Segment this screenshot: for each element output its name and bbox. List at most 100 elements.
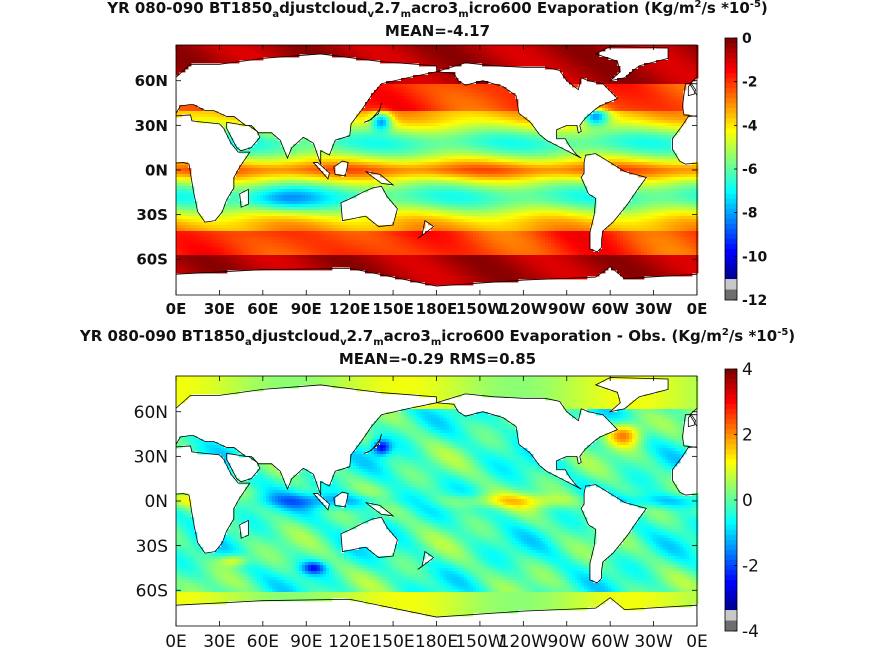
- field-cell: [488, 99, 492, 103]
- field-cell: [287, 45, 291, 49]
- field-cell: [659, 180, 663, 184]
- field-cell: [299, 144, 303, 148]
- field-cell: [434, 90, 438, 94]
- field-cell: [488, 162, 492, 166]
- field-cell: [656, 111, 660, 115]
- field-cell: [347, 174, 351, 178]
- field-cell: [317, 48, 321, 52]
- field-cell: [392, 132, 396, 136]
- field-cell: [542, 171, 546, 175]
- field-cell: [653, 171, 657, 175]
- field-cell: [500, 171, 504, 175]
- field-cell: [614, 72, 618, 76]
- field-cell: [602, 63, 606, 67]
- field-cell: [350, 153, 354, 157]
- field-cell: [425, 174, 429, 178]
- field-cell: [389, 165, 393, 169]
- field-cell: [365, 48, 369, 52]
- field-cell: [689, 54, 693, 58]
- field-cell: [455, 84, 459, 88]
- field-cell: [569, 60, 573, 64]
- field-cell: [440, 153, 444, 157]
- field-cell: [341, 153, 345, 157]
- field-cell: [389, 84, 393, 88]
- field-cell: [362, 135, 366, 139]
- field-cell: [671, 174, 675, 178]
- field-cell: [395, 57, 399, 61]
- field-cell: [377, 93, 381, 97]
- field-cell: [293, 165, 297, 169]
- field-cell: [479, 99, 483, 103]
- field-cell: [683, 72, 687, 76]
- field-cell: [617, 93, 621, 97]
- field-cell: [188, 177, 192, 181]
- field-cell: [428, 60, 432, 64]
- field-cell: [305, 180, 309, 184]
- field-cell: [623, 99, 627, 103]
- field-cell: [611, 156, 615, 160]
- field-cell: [455, 60, 459, 64]
- field-cell: [377, 87, 381, 91]
- field-cell: [626, 81, 630, 85]
- field-cell: [464, 129, 468, 133]
- field-cell: [566, 72, 570, 76]
- field-cell: [659, 75, 663, 79]
- field-cell: [362, 168, 366, 172]
- field-cell: [479, 168, 483, 172]
- field-cell: [494, 132, 498, 136]
- field-cell: [635, 165, 639, 169]
- field-cell: [455, 180, 459, 184]
- field-cell: [446, 174, 450, 178]
- field-cell: [425, 75, 429, 79]
- field-cell: [563, 54, 567, 58]
- field-cell: [671, 150, 675, 154]
- field-cell: [452, 114, 456, 118]
- field-cell: [656, 81, 660, 85]
- field-cell: [230, 51, 234, 55]
- field-cell: [494, 84, 498, 88]
- field-cell: [572, 156, 576, 160]
- field-cell: [245, 57, 249, 61]
- field-cell: [563, 165, 567, 169]
- field-cell: [635, 45, 639, 49]
- field-cell: [632, 150, 636, 154]
- field-cell: [287, 180, 291, 184]
- field-cell: [470, 174, 474, 178]
- field-cell: [464, 120, 468, 124]
- field-cell: [176, 57, 180, 61]
- field-cell: [425, 114, 429, 118]
- field-cell: [611, 66, 615, 70]
- field-cell: [644, 141, 648, 145]
- field-cell: [299, 51, 303, 55]
- field-cell: [599, 78, 603, 82]
- field-cell: [557, 183, 561, 187]
- field-cell: [515, 63, 519, 67]
- field-cell: [476, 114, 480, 118]
- field-cell: [488, 63, 492, 67]
- field-cell: [512, 180, 516, 184]
- field-cell: [662, 153, 666, 157]
- field-cell: [413, 147, 417, 151]
- field-cell: [377, 132, 381, 136]
- field-cell: [392, 81, 396, 85]
- field-cell: [431, 93, 435, 97]
- field-cell: [470, 45, 474, 49]
- field-cell: [467, 159, 471, 163]
- field-cell: [563, 153, 567, 157]
- field-cell: [617, 87, 621, 91]
- field-cell: [212, 60, 216, 64]
- field-cell: [647, 132, 651, 136]
- field-cell: [404, 159, 408, 163]
- field-cell: [191, 51, 195, 55]
- field-cell: [674, 60, 678, 64]
- field-cell: [401, 174, 405, 178]
- field-cell: [179, 174, 183, 178]
- field-cell: [689, 45, 693, 49]
- field-cell: [458, 132, 462, 136]
- field-cell: [671, 84, 675, 88]
- field-cell: [605, 114, 609, 118]
- field-cell: [677, 174, 681, 178]
- field-cell: [395, 168, 399, 172]
- field-cell: [353, 45, 357, 49]
- field-cell: [437, 135, 441, 139]
